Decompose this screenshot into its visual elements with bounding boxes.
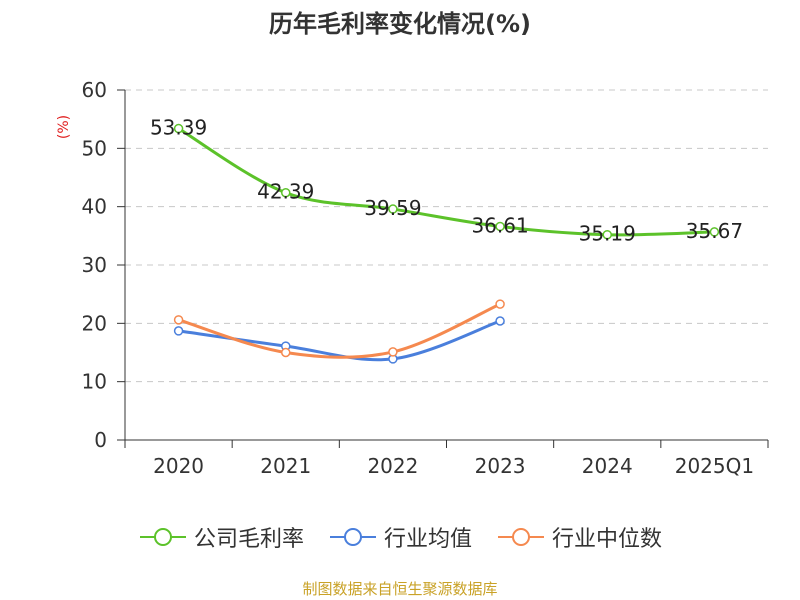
data-point-2-2: [388, 347, 398, 357]
data-point-1-3: [495, 316, 505, 326]
y-tick-label-20: 20: [82, 311, 107, 335]
x-tick-label-2024: 2024: [582, 454, 633, 478]
data-label-0-2: 39.59: [364, 196, 421, 220]
data-label-0-5: 35.67: [686, 219, 743, 243]
series-line-0: [177, 127, 715, 237]
data-point-1-0: [173, 326, 184, 336]
series-line-2: [178, 302, 501, 359]
y-tick-label-0: 0: [94, 428, 107, 452]
legend-item-industry-mean[interactable]: 行业均值: [328, 521, 472, 553]
legend-swatch-industry-median: [498, 528, 544, 546]
legend-label-industry-median: 行业中位数: [552, 527, 663, 552]
data-point-0-1: [281, 187, 291, 198]
x-tick-label-2021: 2021: [260, 454, 311, 478]
legend-label-industry-mean: 行业均值: [383, 527, 472, 552]
data-point-0-3: [495, 221, 505, 232]
legend: 公司毛利率 行业均值 行业中位数: [0, 520, 800, 554]
data-label-0-1: 42.39: [257, 180, 314, 204]
x-tick-label-2022: 2022: [367, 454, 418, 478]
data-label-0-3: 36.61: [471, 213, 528, 237]
source-footer: 制图数据来自恒生聚源数据库: [302, 580, 498, 598]
legend-label-company: 公司毛利率: [193, 527, 304, 552]
series-line-1: [178, 319, 501, 362]
y-tick-label-40: 40: [82, 195, 107, 219]
x-tick-label-2020: 2020: [153, 454, 204, 478]
y-tick-label-10: 10: [82, 370, 107, 394]
legend-item-industry-median[interactable]: 行业中位数: [496, 521, 662, 553]
chart-title: 历年毛利率变化情况(%): [269, 10, 531, 38]
x-tick-label-2023: 2023: [475, 454, 526, 478]
legend-item-company[interactable]: 公司毛利率: [138, 521, 304, 553]
data-label-0-4: 35.19: [579, 222, 636, 246]
data-point-0-0: [173, 123, 184, 134]
legend-swatch-industry-mean: [329, 528, 376, 546]
data-point-0-2: [388, 204, 398, 214]
legend-swatch-company: [139, 528, 186, 546]
data-point-2-0: [173, 315, 184, 325]
y-axis-label: (%): [56, 115, 72, 139]
y-tick-label-30: 30: [82, 253, 107, 277]
data-label-0-0: 53.39: [150, 116, 207, 140]
data-point-2-3: [495, 299, 505, 309]
data-point-2-1: [281, 347, 291, 358]
x-tick-label-2025Q1: 2025Q1: [675, 454, 754, 478]
y-tick-label-60: 60: [82, 78, 107, 102]
y-tick-label-50: 50: [82, 136, 107, 160]
data-point-0-5: [709, 227, 720, 237]
data-point-0-4: [602, 229, 612, 240]
